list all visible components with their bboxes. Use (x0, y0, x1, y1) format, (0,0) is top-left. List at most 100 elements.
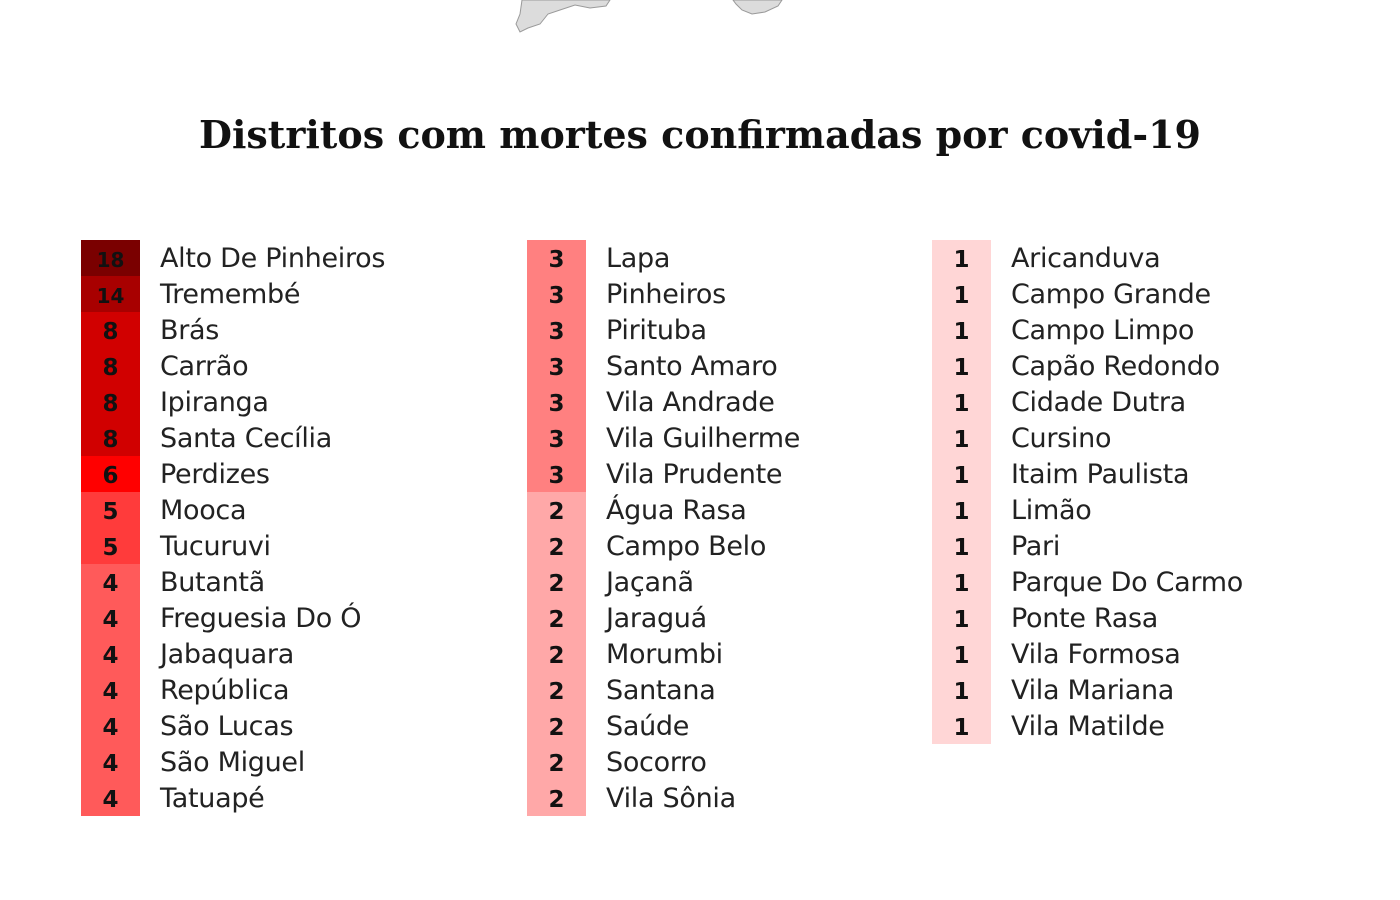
district-name: Tatuapé (160, 782, 265, 814)
district-row: 14 Tremembé (81, 276, 385, 312)
district-name: Vila Formosa (1011, 638, 1181, 670)
district-row: 8 Santa Cecília (81, 420, 385, 456)
district-row: 8 Ipiranga (81, 384, 385, 420)
death-count-cell: 2 (527, 492, 586, 528)
death-count-cell: 8 (81, 312, 140, 348)
district-row: 2 Saúde (527, 708, 800, 744)
death-count-cell: 1 (932, 420, 991, 456)
district-name: Vila Guilherme (606, 422, 801, 454)
district-row: 1 Ponte Rasa (932, 600, 1243, 636)
death-count-cell: 1 (932, 600, 991, 636)
death-count-cell: 1 (932, 672, 991, 708)
death-count-cell: 1 (932, 492, 991, 528)
district-name: Vila Andrade (606, 386, 775, 418)
district-row: 8 Carrão (81, 348, 385, 384)
district-name: Santa Cecília (160, 422, 332, 454)
district-name: Carrão (160, 350, 249, 382)
district-name: Água Rasa (606, 494, 747, 526)
district-name: Vila Mariana (1011, 674, 1175, 706)
death-count-cell: 3 (527, 276, 586, 312)
district-name: Tremembé (160, 278, 301, 310)
district-row: 1 Cursino (932, 420, 1243, 456)
district-name: Ipiranga (160, 386, 269, 418)
district-row: 2 Socorro (527, 744, 800, 780)
death-count-cell: 3 (527, 240, 586, 276)
death-count-cell: 3 (527, 312, 586, 348)
district-name: Vila Prudente (606, 458, 783, 490)
death-count-cell: 2 (527, 744, 586, 780)
district-row: 3 Pinheiros (527, 276, 800, 312)
death-count-cell: 4 (81, 672, 140, 708)
district-name: Campo Limpo (1011, 314, 1195, 346)
district-name: Alto De Pinheiros (160, 242, 386, 274)
district-column-2: 3 Lapa 3 Pinheiros 3 Pirituba 3 Santo Amaro 3 Vil… (527, 240, 800, 816)
district-name: Jabaquara (160, 638, 294, 670)
death-count-cell: 1 (932, 636, 991, 672)
death-count-cell: 4 (81, 780, 140, 816)
death-count-cell: 3 (527, 456, 586, 492)
death-count-cell: 1 (932, 348, 991, 384)
district-name: Socorro (606, 746, 707, 778)
district-row: 3 Vila Guilherme (527, 420, 800, 456)
district-row: 3 Lapa (527, 240, 800, 276)
district-name: Cursino (1011, 422, 1112, 454)
map-region-shape (515, 0, 611, 33)
district-name: Pirituba (606, 314, 707, 346)
district-row: 1 Campo Grande (932, 276, 1243, 312)
death-count-cell: 5 (81, 528, 140, 564)
district-name: Capão Redondo (1011, 350, 1220, 382)
district-name: Jaraguá (606, 602, 707, 634)
district-row: 3 Vila Andrade (527, 384, 800, 420)
district-name: República (160, 674, 290, 706)
district-name: Morumbi (606, 638, 723, 670)
death-count-cell: 4 (81, 564, 140, 600)
district-column-3: 1 Aricanduva 1 Campo Grande 1 Campo Limpo 1 Cap… (932, 240, 1243, 744)
death-count-cell: 2 (527, 636, 586, 672)
death-count-cell: 1 (932, 456, 991, 492)
district-row: 1 Campo Limpo (932, 312, 1243, 348)
district-row: 5 Tucuruvi (81, 528, 385, 564)
district-row: 4 Butantã (81, 564, 385, 600)
death-count-cell: 3 (527, 420, 586, 456)
district-row: 2 Jaraguá (527, 600, 800, 636)
district-name: Lapa (606, 242, 671, 274)
district-name: Cidade Dutra (1011, 386, 1186, 418)
district-row: 4 Tatuapé (81, 780, 385, 816)
death-count-cell: 4 (81, 744, 140, 780)
death-count-cell: 18 (81, 240, 140, 276)
district-name: Tucuruvi (160, 530, 271, 562)
death-count-cell: 2 (527, 780, 586, 816)
district-row: 1 Aricanduva (932, 240, 1243, 276)
district-name: Parque Do Carmo (1011, 566, 1243, 598)
district-column-1: 18 Alto De Pinheiros 14 Tremembé 8 Brás 8 Carrã… (81, 240, 385, 816)
district-row: 3 Vila Prudente (527, 456, 800, 492)
district-name: Campo Grande (1011, 278, 1211, 310)
map-region-shape (732, 0, 783, 15)
district-name: Limão (1011, 494, 1092, 526)
district-row: 1 Vila Formosa (932, 636, 1243, 672)
district-row: 1 Pari (932, 528, 1243, 564)
death-count-cell: 2 (527, 672, 586, 708)
death-count-cell: 1 (932, 708, 991, 744)
district-row: 3 Pirituba (527, 312, 800, 348)
death-count-cell: 2 (527, 564, 586, 600)
district-name: Freguesia Do Ó (160, 602, 362, 634)
map-fragment (515, 0, 783, 33)
district-row: 1 Parque Do Carmo (932, 564, 1243, 600)
district-row: 2 Santana (527, 672, 800, 708)
district-name: Brás (160, 314, 220, 346)
district-name: Campo Belo (606, 530, 767, 562)
district-row: 1 Limão (932, 492, 1243, 528)
death-count-cell: 4 (81, 600, 140, 636)
death-count-cell: 3 (527, 348, 586, 384)
district-row: 2 Campo Belo (527, 528, 800, 564)
death-count-cell: 1 (932, 276, 991, 312)
district-row: 1 Capão Redondo (932, 348, 1243, 384)
district-name: Vila Matilde (1011, 710, 1165, 742)
district-row: 2 Morumbi (527, 636, 800, 672)
district-name: Aricanduva (1011, 242, 1161, 274)
death-count-cell: 1 (932, 564, 991, 600)
district-row: 4 São Miguel (81, 744, 385, 780)
death-count-cell: 1 (932, 528, 991, 564)
death-count-cell: 2 (527, 528, 586, 564)
